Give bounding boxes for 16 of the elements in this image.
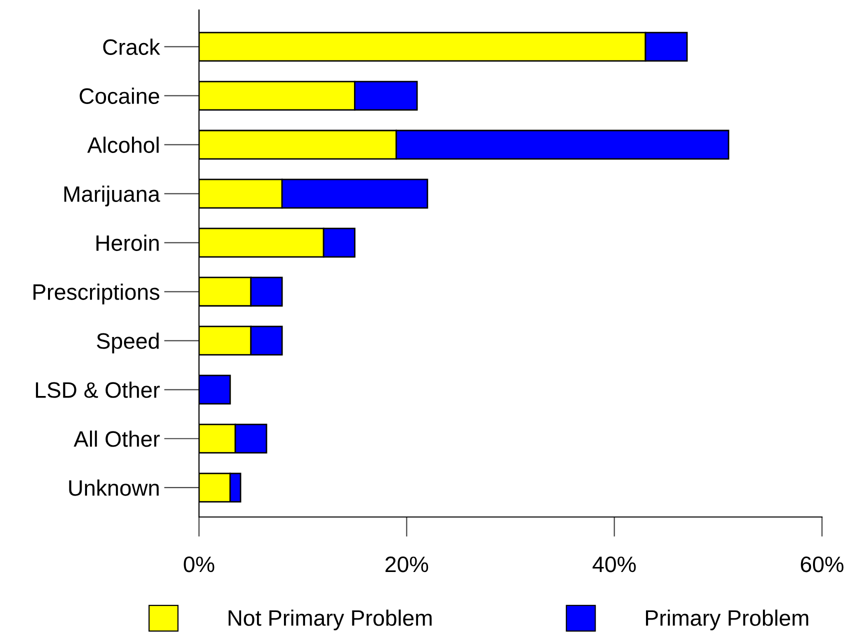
y-tick-label: Speed <box>96 332 159 354</box>
x-tick-label: 60% <box>800 556 844 572</box>
y-tick-label: Marijuana <box>64 186 160 206</box>
legend-label: Primary Problem <box>646 610 808 630</box>
y-tick-label: Crack <box>103 38 160 56</box>
legend-label: Not Primary Problem <box>228 610 432 630</box>
y-tick-label: Heroin <box>96 234 159 251</box>
x-tick-label: 40% <box>592 556 636 572</box>
y-tick-label: Cocaine <box>80 88 160 104</box>
y-tick-label: All Other <box>74 430 160 447</box>
y-tick-label: LSD & Other <box>36 382 160 398</box>
y-tick-label: Alcohol <box>87 136 159 153</box>
y-tick-label: Unknown <box>69 480 159 496</box>
x-tick-label: 0% <box>184 556 214 572</box>
x-tick-label: 20% <box>386 556 428 572</box>
y-tick-label: Prescriptions <box>34 284 160 304</box>
